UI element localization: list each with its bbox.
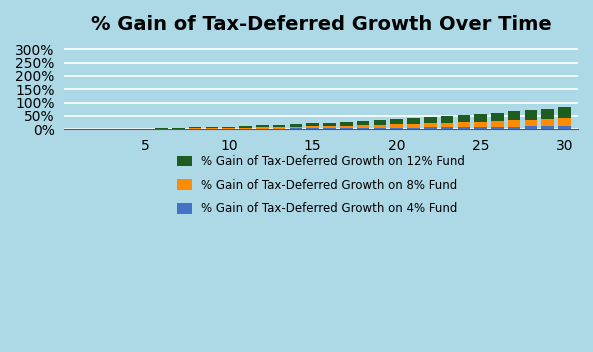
Bar (289, 127, 302, 128)
Bar (407, 124, 420, 127)
Bar (424, 117, 436, 123)
Bar (340, 128, 353, 129)
Bar (307, 128, 319, 129)
Bar (323, 122, 336, 126)
Bar (206, 128, 218, 129)
Bar (525, 126, 537, 129)
Bar (508, 111, 521, 120)
Bar (407, 118, 420, 124)
Bar (273, 127, 285, 128)
Bar (289, 128, 302, 129)
Bar (474, 114, 487, 121)
Bar (374, 120, 386, 125)
Bar (357, 128, 369, 129)
Bar (323, 128, 336, 129)
Bar (172, 128, 184, 129)
Bar (541, 126, 554, 129)
Bar (256, 125, 269, 127)
Bar (340, 122, 353, 126)
Bar (508, 127, 521, 129)
Bar (458, 127, 470, 129)
Bar (155, 128, 168, 129)
Bar (289, 124, 302, 127)
Bar (357, 121, 369, 125)
Bar (239, 126, 252, 128)
Bar (525, 120, 537, 126)
Title: % Gain of Tax-Deferred Growth Over Time: % Gain of Tax-Deferred Growth Over Time (91, 15, 551, 34)
Bar (323, 126, 336, 128)
Bar (273, 128, 285, 129)
Legend: % Gain of Tax-Deferred Growth on 12% Fund, % Gain of Tax-Deferred Growth on 8% F: % Gain of Tax-Deferred Growth on 12% Fun… (173, 150, 470, 220)
Bar (491, 121, 503, 127)
Bar (558, 118, 571, 126)
Bar (541, 119, 554, 126)
Bar (390, 128, 403, 129)
Bar (458, 122, 470, 127)
Bar (525, 110, 537, 120)
Bar (340, 126, 353, 128)
Bar (424, 127, 436, 129)
Bar (491, 127, 503, 129)
Bar (424, 123, 436, 127)
Bar (256, 128, 269, 129)
Bar (541, 109, 554, 119)
Bar (374, 125, 386, 128)
Bar (474, 127, 487, 129)
Bar (458, 115, 470, 122)
Bar (558, 107, 571, 118)
Bar (558, 126, 571, 129)
Bar (374, 128, 386, 129)
Bar (407, 127, 420, 129)
Bar (239, 128, 252, 129)
Bar (189, 127, 202, 128)
Bar (307, 123, 319, 126)
Bar (307, 126, 319, 128)
Bar (441, 116, 453, 122)
Bar (357, 125, 369, 128)
Bar (390, 119, 403, 124)
Bar (256, 127, 269, 128)
Bar (491, 113, 503, 121)
Bar (189, 128, 202, 129)
Bar (390, 124, 403, 128)
Bar (441, 122, 453, 127)
Bar (222, 126, 235, 128)
Bar (273, 125, 285, 127)
Bar (206, 127, 218, 128)
Bar (441, 127, 453, 129)
Bar (222, 128, 235, 129)
Bar (474, 121, 487, 127)
Bar (508, 120, 521, 127)
